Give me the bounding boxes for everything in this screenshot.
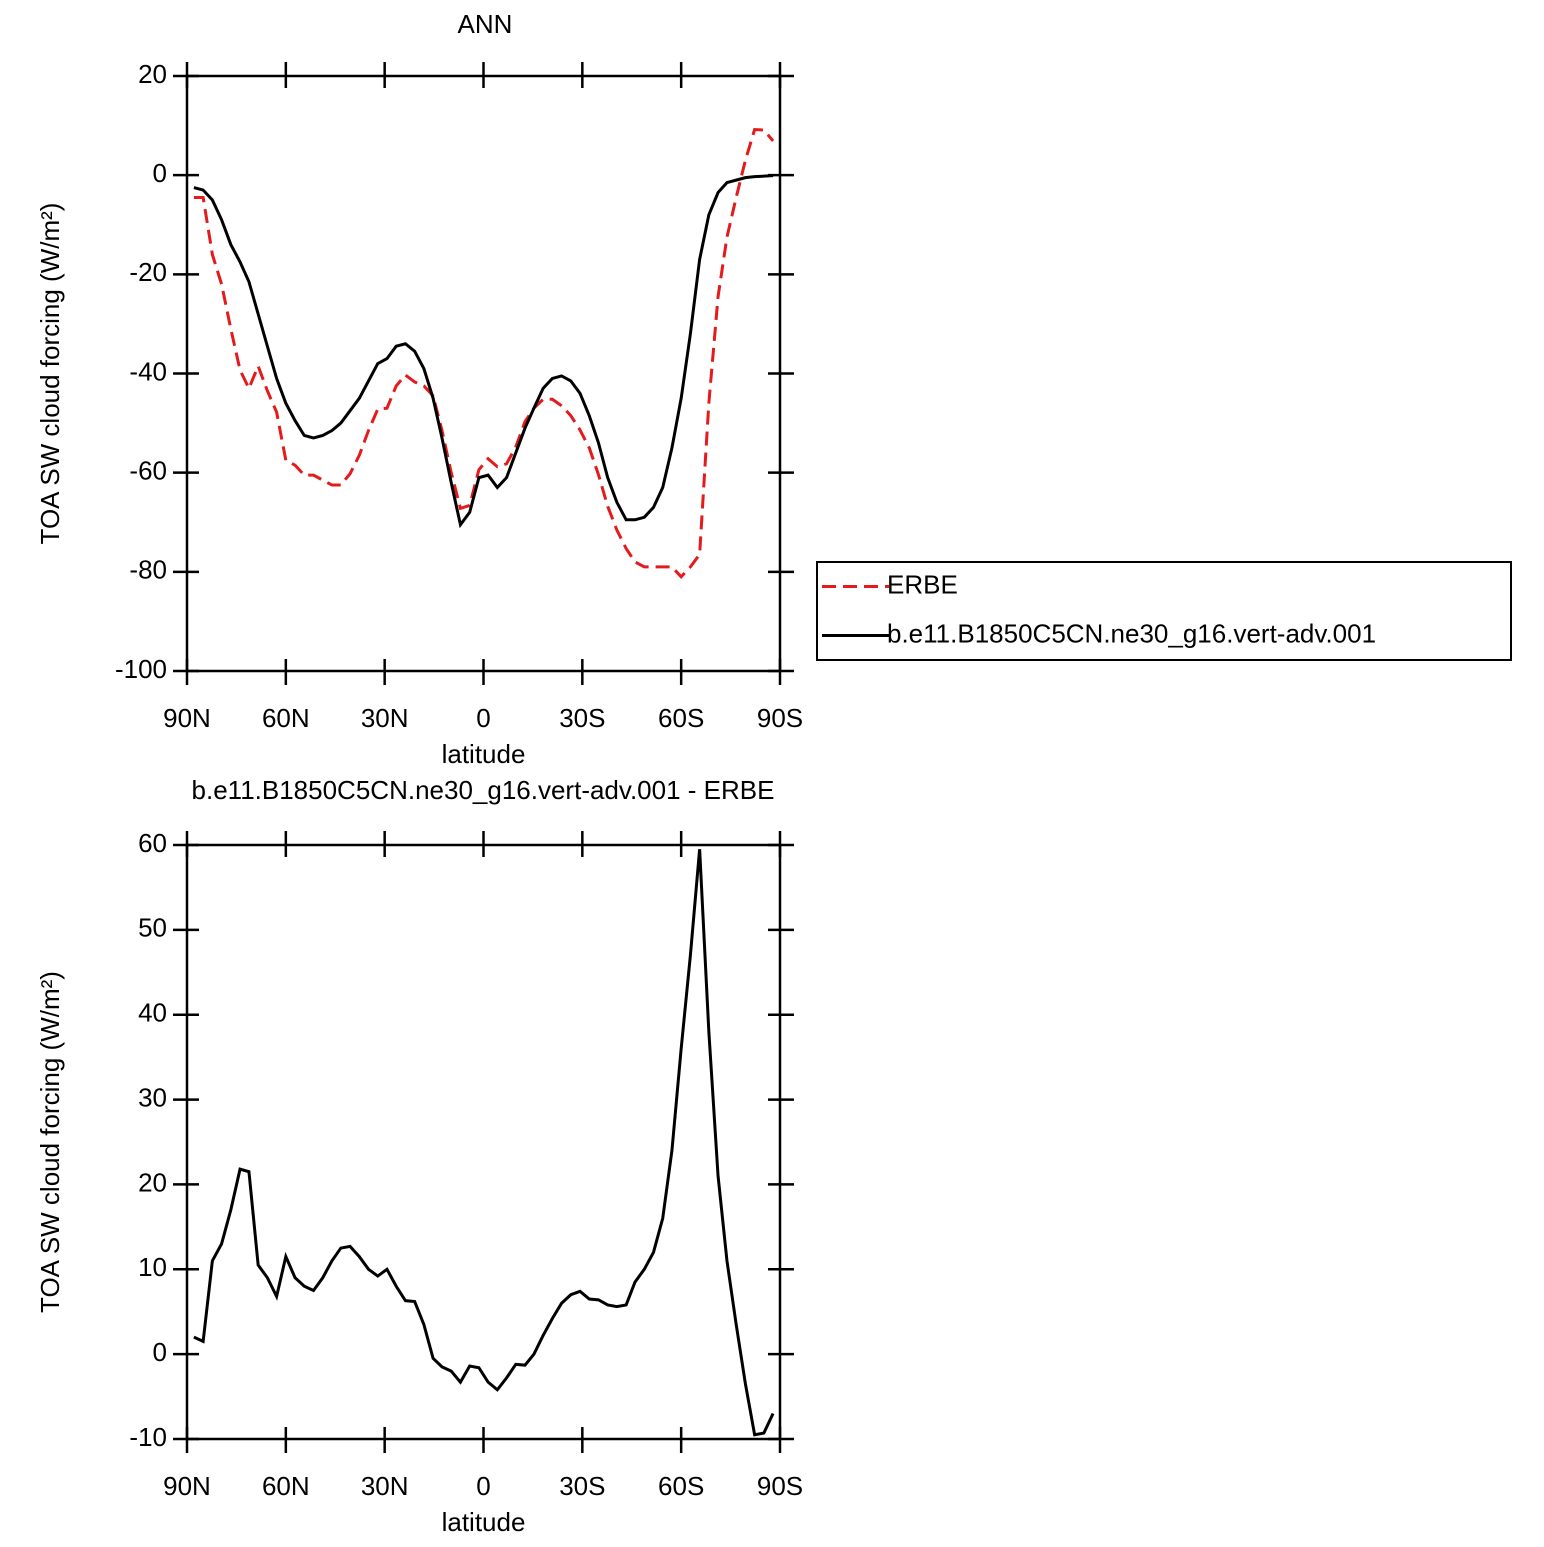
plot-frame <box>185 843 782 1441</box>
y-tick-label: 30 <box>138 1082 167 1112</box>
y-tick-label: -80 <box>129 555 167 585</box>
y-tick-label: -40 <box>129 356 167 386</box>
y-tick-label: -10 <box>129 1422 167 1452</box>
chart-title: b.e11.B1850C5CN.ne30_g16.vert-adv.001 - … <box>192 775 775 805</box>
legend-box <box>816 561 1512 661</box>
x-axis-label: latitude <box>442 739 526 769</box>
x-tick-label: 90N <box>163 703 211 733</box>
data-line <box>193 174 774 529</box>
y-tick-label: 20 <box>138 59 167 89</box>
data-line <box>193 127 775 579</box>
y-tick-label: 50 <box>138 913 167 943</box>
x-tick-label: 0 <box>476 1471 490 1501</box>
y-tick-label: 60 <box>138 828 167 858</box>
x-tick-label: 30N <box>361 1471 409 1501</box>
y-tick-label: 10 <box>138 1252 167 1282</box>
x-tick-label: 30N <box>361 703 409 733</box>
y-tick-label: -100 <box>115 654 167 684</box>
x-tick-label: 60S <box>658 1471 704 1501</box>
y-tick-label: 20 <box>138 1167 167 1197</box>
legend-label: b.e11.B1850C5CN.ne30_g16.vert-adv.001 <box>887 618 1376 648</box>
x-tick-label: 90N <box>163 1471 211 1501</box>
x-tick-label: 30S <box>559 703 605 733</box>
x-axis-label: latitude <box>442 1507 526 1537</box>
y-tick-label: 0 <box>153 158 167 188</box>
y-tick-label: -60 <box>129 456 167 486</box>
y-tick-label: 40 <box>138 998 167 1028</box>
legend-label: ERBE <box>887 569 958 599</box>
x-tick-label: 60N <box>262 703 310 733</box>
x-tick-label: 90S <box>757 1471 803 1501</box>
x-tick-label: 60S <box>658 703 704 733</box>
y-axis-label: TOA SW cloud forcing (W/m²) <box>35 203 65 545</box>
y-tick-label: -20 <box>129 257 167 287</box>
data-line <box>193 849 775 1437</box>
y-tick-label: 0 <box>153 1337 167 1367</box>
x-tick-label: 0 <box>476 703 490 733</box>
plot-frame <box>185 74 782 673</box>
x-tick-label: 30S <box>559 1471 605 1501</box>
y-axis-label: TOA SW cloud forcing (W/m²) <box>35 971 65 1313</box>
chart-title: ANN <box>458 9 513 39</box>
x-tick-label: 60N <box>262 1471 310 1501</box>
x-tick-label: 90S <box>757 703 803 733</box>
